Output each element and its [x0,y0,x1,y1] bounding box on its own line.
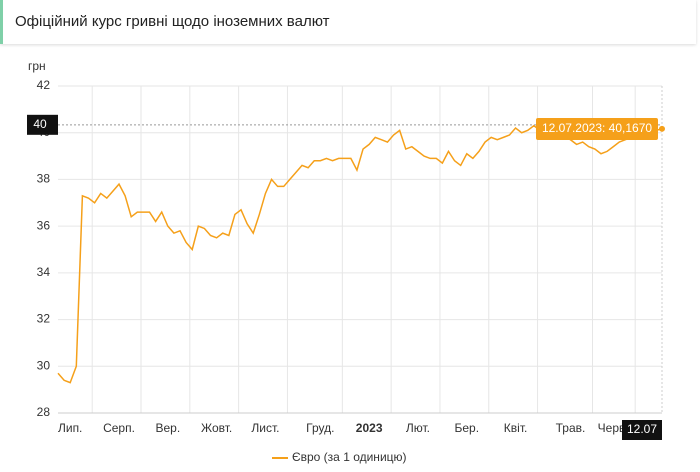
x-tick-label: Жовт. [201,421,232,435]
x-tick-label: Вер. [155,421,180,435]
x-tick-label: Лист. [251,421,279,435]
x-tick-label: Квіт. [504,421,528,435]
y-tick-label: 32 [37,312,51,326]
y-tick-label: 36 [37,218,51,232]
y-unit: грн [28,59,46,73]
x-tick-label: Груд. [306,421,334,435]
header-title: Офіційний курс гривні щодо іноземних вал… [0,0,696,44]
x-tick-label: Черв. [598,421,629,435]
y-cursor-tag [27,114,58,135]
y-tick-label: 30 [37,358,51,372]
tooltip-text: 12.07.2023: 40,1670 [542,121,652,135]
x-tick-label: Бер. [454,421,479,435]
x-tick-label: 2023 [356,421,383,435]
tooltip-box [536,118,658,140]
x-tick-label: Серп. [103,421,135,435]
y-tick-label: 42 [37,78,51,92]
y-tick-label: 34 [37,265,51,279]
x-tick-label: Лип. [58,421,82,435]
x-cursor-tag [622,420,662,440]
x-cursor-label: 12.07 [627,422,657,436]
x-tick-label: Трав. [556,421,586,435]
x-tick-label: Лют. [406,421,430,435]
y-cursor-label: 40 [33,117,47,131]
legend-label: Євро (за 1 одиницю) [292,450,407,464]
cursor-point [659,125,665,132]
line [57,124,663,384]
y-tick-label: 28 [37,405,51,419]
y-tick-label: 38 [37,172,51,186]
